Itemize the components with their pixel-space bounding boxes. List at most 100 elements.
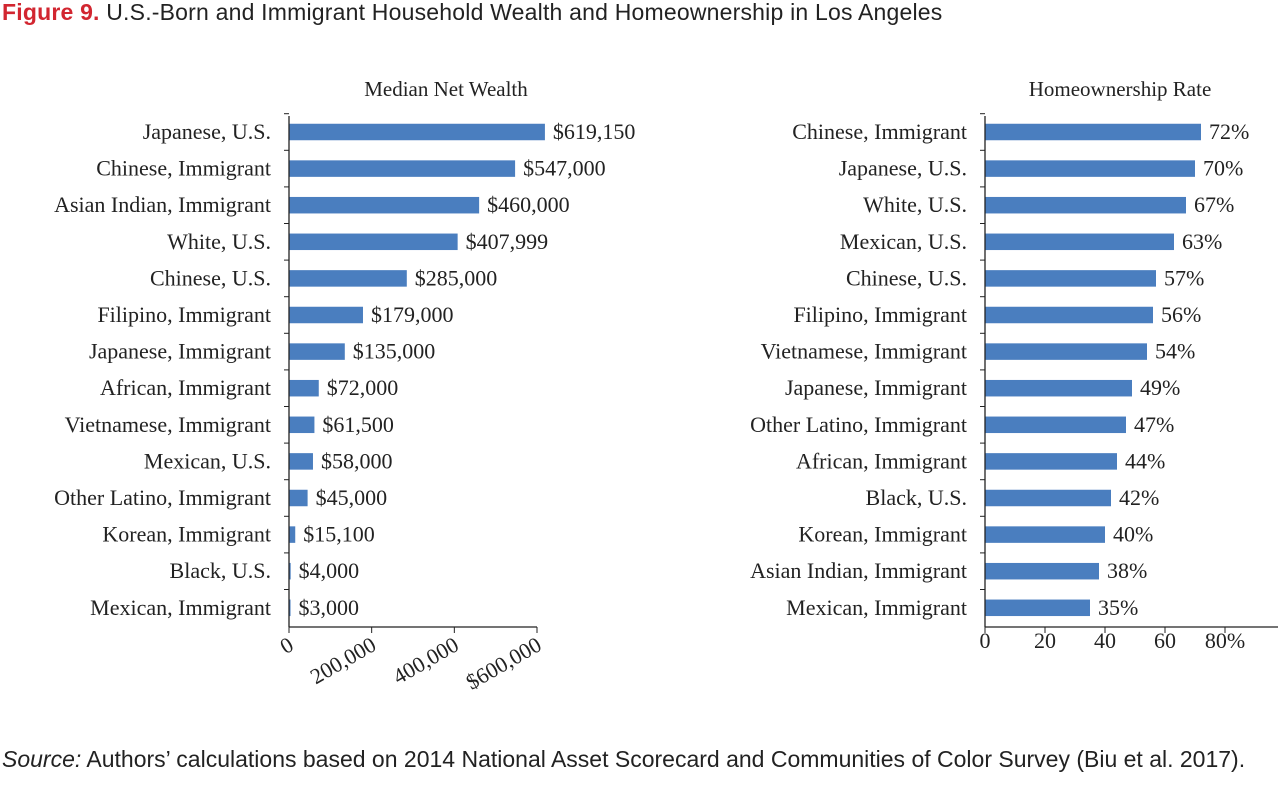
data-label: 70% xyxy=(1203,156,1243,181)
data-label: 63% xyxy=(1182,229,1222,254)
data-label: 72% xyxy=(1209,119,1249,144)
data-label: 56% xyxy=(1161,302,1201,327)
bar xyxy=(985,343,1147,360)
source-text: Authors’ calculations based on 2014 Nati… xyxy=(86,746,1246,772)
bar xyxy=(289,123,545,141)
x-tick-label: 200,000 xyxy=(306,632,380,689)
bar xyxy=(289,416,315,434)
data-label: 42% xyxy=(1119,485,1159,510)
x-tick-label: 0 xyxy=(275,632,297,659)
category-label: Japanese, U.S. xyxy=(143,119,271,144)
bar xyxy=(985,379,1132,397)
data-label: $179,000 xyxy=(371,302,454,327)
category-label: Chinese, U.S. xyxy=(846,265,967,290)
bar xyxy=(289,196,480,214)
median-net-wealth-chart: Median Net Wealth Japanese, U.S. $619,150 C… xyxy=(54,77,635,695)
data-label: 38% xyxy=(1107,558,1147,583)
data-label: $61,500 xyxy=(322,412,394,437)
data-label: $407,999 xyxy=(466,229,549,254)
chart-title: Homeownership Rate xyxy=(1029,77,1212,101)
category-label: Other Latino, Immigrant xyxy=(54,485,271,510)
category-label: White, U.S. xyxy=(167,229,271,254)
category-label: Black, U.S. xyxy=(170,558,271,583)
bar xyxy=(289,233,458,251)
category-label: Black, U.S. xyxy=(866,485,967,510)
data-label: $547,000 xyxy=(523,156,606,181)
category-label: Chinese, Immigrant xyxy=(792,119,967,144)
homeownership-rate-chart: Homeownership Rate Chinese, Immigrant 72% J… xyxy=(750,77,1278,653)
data-label: $4,000 xyxy=(299,558,360,583)
data-label: $45,000 xyxy=(316,485,388,510)
bar xyxy=(289,379,319,397)
data-label: 49% xyxy=(1140,375,1180,400)
source-note: Source: Authors’ calculations based on 2… xyxy=(2,742,1262,776)
bar xyxy=(985,526,1105,543)
bar xyxy=(985,489,1111,507)
data-label: $3,000 xyxy=(299,595,360,620)
data-label: $285,000 xyxy=(415,265,498,290)
figure-title: Figure 9. U.S.-Born and Immigrant Househ… xyxy=(2,0,942,26)
category-label: Japanese, Immigrant xyxy=(89,339,271,364)
bar xyxy=(985,196,1186,214)
bar xyxy=(289,160,516,177)
x-tick-label: 60 xyxy=(1154,628,1176,653)
data-label: $72,000 xyxy=(327,375,399,400)
data-label: $15,100 xyxy=(303,522,375,547)
bar xyxy=(289,270,407,287)
category-label: Filipino, Immigrant xyxy=(97,302,271,327)
bar xyxy=(289,526,296,543)
category-label: Japanese, U.S. xyxy=(839,156,967,181)
category-label: Japanese, Immigrant xyxy=(785,375,967,400)
data-label: 44% xyxy=(1125,448,1165,473)
data-label: 57% xyxy=(1164,265,1204,290)
x-tick-label: 0 xyxy=(980,628,991,653)
data-label: 47% xyxy=(1134,412,1174,437)
data-label: $135,000 xyxy=(353,339,436,364)
category-label: Mexican, U.S. xyxy=(840,229,967,254)
category-label: Mexican, U.S. xyxy=(144,448,271,473)
data-label: 67% xyxy=(1194,192,1234,217)
category-label: Filipino, Immigrant xyxy=(793,302,967,327)
bar xyxy=(289,489,308,507)
category-label: African, Immigrant xyxy=(796,448,967,473)
x-tick-label: 400,000 xyxy=(388,632,462,689)
x-tick-label: 20 xyxy=(1034,628,1056,653)
category-label: Asian Indian, Immigrant xyxy=(750,558,967,583)
data-label: $58,000 xyxy=(321,448,393,473)
category-label: Chinese, Immigrant xyxy=(96,156,271,181)
category-label: Mexican, Immigrant xyxy=(90,595,271,620)
bar xyxy=(985,306,1153,324)
data-label: 54% xyxy=(1155,339,1195,364)
figure-label: Figure 9. xyxy=(2,0,100,25)
category-label: Asian Indian, Immigrant xyxy=(54,192,271,217)
bar xyxy=(985,123,1201,141)
category-label: Mexican, Immigrant xyxy=(786,595,967,620)
bar xyxy=(289,306,363,324)
data-label: 35% xyxy=(1098,595,1138,620)
bar xyxy=(985,453,1117,470)
figure-title-text: U.S.-Born and Immigrant Household Wealth… xyxy=(106,0,943,25)
category-label: Vietnamese, Immigrant xyxy=(761,339,967,364)
category-label: Vietnamese, Immigrant xyxy=(65,412,271,437)
bar xyxy=(985,270,1156,287)
x-tick-label: $600,000 xyxy=(462,632,546,695)
chart-title: Median Net Wealth xyxy=(364,77,528,101)
bar xyxy=(985,160,1195,177)
bar xyxy=(985,416,1126,434)
bar xyxy=(985,233,1174,251)
category-label: Korean, Immigrant xyxy=(798,522,967,547)
data-label: $460,000 xyxy=(487,192,569,217)
category-label: Korean, Immigrant xyxy=(102,522,271,547)
x-tick-label: 40 xyxy=(1094,628,1116,653)
bar xyxy=(289,453,313,470)
bar xyxy=(985,599,1090,617)
category-label: Other Latino, Immigrant xyxy=(750,412,967,437)
bar xyxy=(985,562,1099,580)
bar xyxy=(289,599,291,617)
bar xyxy=(289,562,291,580)
category-label: African, Immigrant xyxy=(100,375,271,400)
source-label: Source: xyxy=(2,746,82,772)
data-label: 40% xyxy=(1113,522,1153,547)
category-label: Chinese, U.S. xyxy=(150,265,271,290)
